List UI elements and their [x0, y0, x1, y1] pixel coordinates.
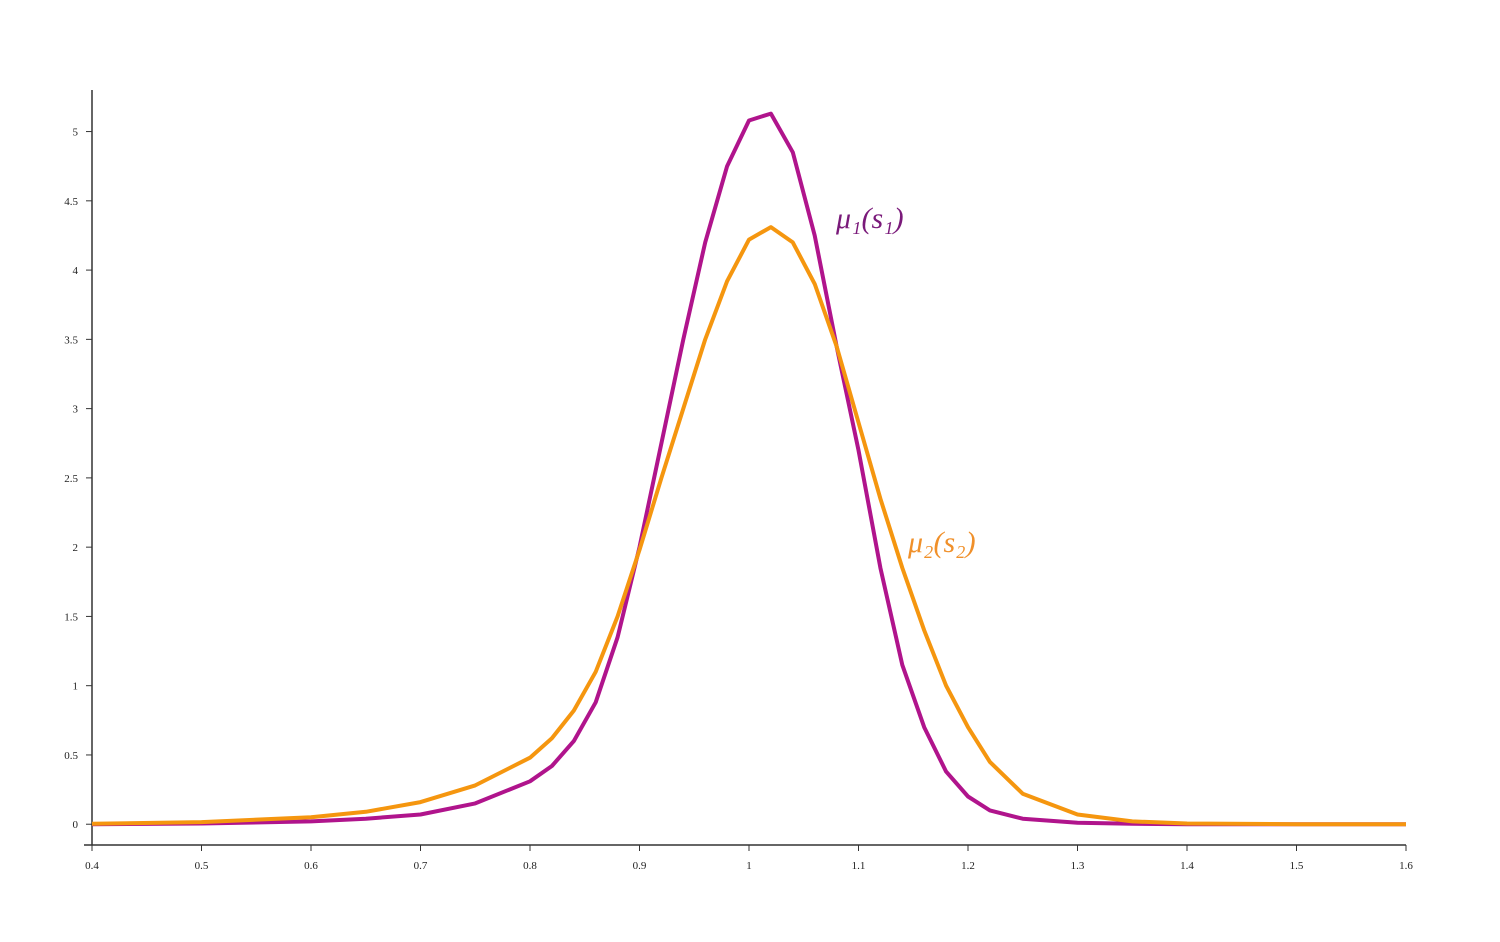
x-tick-label: 0.4: [85, 860, 99, 872]
y-tick-label: 0.5: [64, 750, 78, 762]
x-tick-label: 0.9: [633, 860, 647, 872]
y-tick-label: 4: [73, 265, 79, 277]
y-tick-label: 1: [73, 681, 79, 693]
x-tick-label: 1.6: [1399, 860, 1413, 872]
x-tick-label: 0.5: [195, 860, 209, 872]
x-tick-label: 1.2: [961, 860, 975, 872]
x-tick-label: 1.5: [1290, 860, 1304, 872]
curve-label: μ₁(s₁): [835, 202, 904, 235]
x-tick-label: 1: [746, 860, 752, 872]
x-tick-label: 1.1: [852, 860, 866, 872]
y-tick-label: 3.5: [64, 334, 78, 346]
y-tick-label: 2.5: [64, 473, 78, 485]
y-tick-label: 4.5: [64, 196, 78, 208]
curve-label: μ₂(s₂): [907, 526, 976, 559]
y-tick-label: 2: [73, 542, 79, 554]
y-tick-label: 3: [73, 404, 79, 416]
y-tick-label: 0: [73, 819, 79, 831]
x-tick-label: 1.4: [1180, 860, 1194, 872]
data-line: [91, 225, 1406, 827]
data-line: [91, 111, 1406, 827]
x-tick-label: 0.7: [414, 860, 428, 872]
y-tick-label: 5: [73, 127, 79, 139]
x-tick-label: 1.3: [1071, 860, 1085, 872]
y-tick-label: 1.5: [64, 611, 78, 623]
x-tick-label: 0.8: [523, 860, 537, 872]
x-tick-label: 0.6: [304, 860, 318, 872]
